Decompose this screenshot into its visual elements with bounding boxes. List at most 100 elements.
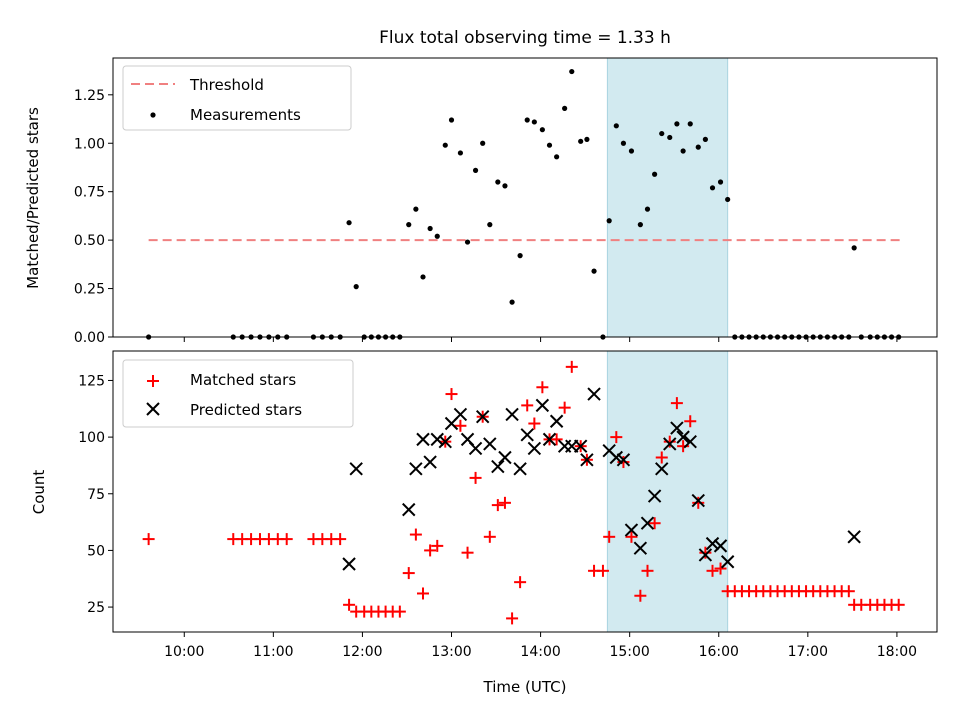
measurement-point xyxy=(591,268,597,274)
matched-stars-point xyxy=(409,528,422,541)
predicted-stars-point xyxy=(683,434,697,449)
measurement-point xyxy=(620,140,627,146)
measurement-point xyxy=(562,105,568,111)
x-tick-label: 14:00 xyxy=(520,644,560,660)
measurement-point xyxy=(464,239,471,245)
y-tick-label: 75 xyxy=(87,487,105,503)
matched-stars-point xyxy=(641,564,654,577)
measurement-point xyxy=(448,117,455,123)
predicted-stars-point xyxy=(647,489,662,503)
bottom-legend-box xyxy=(122,359,354,428)
y-tick-label: 0.50 xyxy=(74,233,105,249)
predicted-stars-point xyxy=(342,557,356,571)
matched-stars-point xyxy=(663,435,676,448)
predicted-stars-point xyxy=(491,459,505,474)
legend-measurements-swatch xyxy=(150,112,156,118)
matched-stars-point xyxy=(431,539,444,552)
top-y-axis-label: Matched/Predicted stars xyxy=(24,107,42,289)
measurement-point xyxy=(667,134,673,141)
x-tick-label: 11:00 xyxy=(253,644,293,660)
y-tick-label: 25 xyxy=(87,600,105,616)
matched-stars-point xyxy=(565,360,578,373)
predicted-stars-point xyxy=(349,462,363,476)
x-tick-label: 17:00 xyxy=(788,644,828,660)
measurement-point xyxy=(680,148,686,154)
measurement-point xyxy=(487,222,493,228)
measurement-point xyxy=(353,284,359,290)
measurement-point xyxy=(406,222,412,228)
matched-stars-point xyxy=(603,530,616,543)
x-axis-label: Time (UTC) xyxy=(483,678,567,696)
highlight-span xyxy=(606,350,729,633)
measurement-point xyxy=(851,245,857,251)
measurement-point xyxy=(695,144,701,150)
x-tick-label: 13:00 xyxy=(431,644,471,660)
highlight-span xyxy=(606,57,729,338)
predicted-stars-point xyxy=(513,462,527,476)
predicted-stars-point xyxy=(527,441,542,456)
predicted-stars-point xyxy=(847,530,861,544)
predicted-stars-point xyxy=(698,548,713,562)
measurement-point xyxy=(509,299,515,305)
x-tick-label: 18:00 xyxy=(877,644,917,660)
predicted-stars-point xyxy=(691,493,705,508)
predicted-stars-point xyxy=(535,398,550,413)
matched-stars-point xyxy=(142,533,155,546)
predicted-stars-point xyxy=(475,410,490,424)
measurement-point xyxy=(578,138,584,144)
predicted-stars-point xyxy=(655,462,669,476)
matched-stars-point xyxy=(417,587,430,600)
measurement-point xyxy=(613,123,619,129)
chart-title: Flux total observing time = 1.33 h xyxy=(379,28,671,48)
matched-stars-point xyxy=(343,598,356,611)
matched-stars-point xyxy=(334,533,347,546)
legend-threshold-label: Threshold xyxy=(189,76,264,94)
matched-stars-point xyxy=(634,589,647,602)
measurement-point xyxy=(502,183,508,189)
x-tick-label: 16:00 xyxy=(699,644,739,660)
predicted-stars-point xyxy=(468,441,483,456)
measurement-point xyxy=(524,117,530,123)
matched-stars-point xyxy=(692,496,705,509)
measurement-point xyxy=(725,196,731,203)
top-panel: 0.00 0.25 0.50 0.75 1.00 1.25 Matched/Predict… xyxy=(24,57,938,346)
matched-stars-point xyxy=(842,585,855,598)
predicted-stars-point xyxy=(505,407,519,422)
predicted-stars-point xyxy=(720,555,735,569)
predicted-stars-point xyxy=(542,432,557,447)
predicted-stars-point xyxy=(520,428,534,442)
matched-stars-point xyxy=(514,576,527,589)
predicted-stars-point xyxy=(573,439,588,453)
measurement-point xyxy=(702,136,708,142)
predicted-stars-point xyxy=(663,437,677,451)
bottom-legend: Matched stars Predicted stars xyxy=(122,359,354,428)
measurement-point xyxy=(442,142,448,148)
matched-stars-point xyxy=(714,562,727,575)
predicted-stars-point xyxy=(409,462,423,476)
x-tick-label: 10:00 xyxy=(164,644,204,660)
y-tick-label: 1.25 xyxy=(74,88,105,104)
matched-stars-point xyxy=(625,530,638,543)
matched-stars-point xyxy=(424,544,437,557)
predicted-stars-point xyxy=(402,502,416,517)
y-tick-label: 125 xyxy=(78,373,105,389)
y-tick-label: 0.00 xyxy=(74,330,105,346)
measurement-point xyxy=(644,206,651,212)
matched-stars-point xyxy=(393,605,406,618)
matched-stars-point xyxy=(648,517,661,530)
matched-stars-point xyxy=(892,598,905,611)
matched-stars-point xyxy=(655,451,668,464)
measurement-point xyxy=(420,274,426,280)
measurement-point xyxy=(546,142,553,148)
legend-measurements-label: Measurements xyxy=(190,106,301,124)
measurement-point xyxy=(554,154,560,160)
predicted-stars-point xyxy=(430,432,444,447)
predicted-stars-point xyxy=(616,453,631,467)
matched-stars-point xyxy=(402,567,415,580)
bottom-panel-frame xyxy=(112,350,938,633)
measurement-point xyxy=(709,185,716,191)
legend-predicted-swatch xyxy=(146,402,160,416)
y-tick-label: 1.00 xyxy=(74,136,105,152)
measurement-point xyxy=(539,127,545,133)
